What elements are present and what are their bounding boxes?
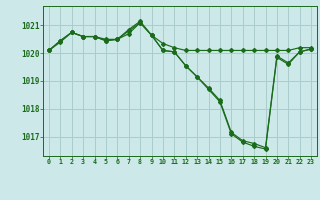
Text: Graphe pression niveau de la mer (hPa): Graphe pression niveau de la mer (hPa) (58, 182, 262, 191)
